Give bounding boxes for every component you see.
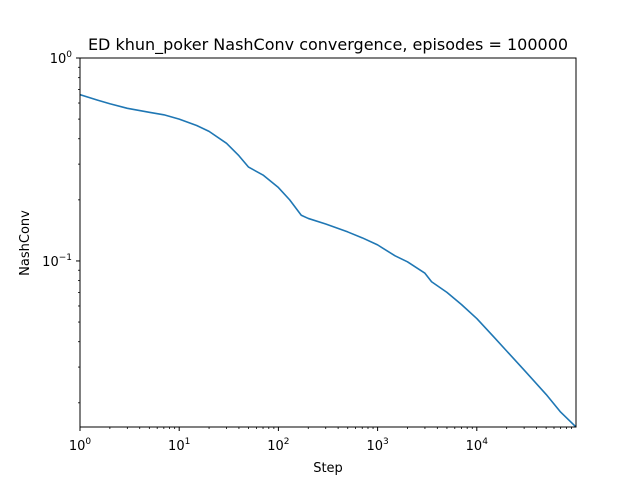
y-axis-label: NashConv bbox=[18, 210, 33, 276]
x-tick-label: 101 bbox=[168, 437, 190, 454]
x-tick-label: 103 bbox=[366, 437, 388, 454]
nashconv-series-line bbox=[80, 93, 576, 427]
x-tick-label: 104 bbox=[466, 437, 489, 454]
chart-title: ED khun_poker NashConv convergence, epis… bbox=[88, 35, 568, 55]
x-axis-ticks: 100 101 102 103 104 bbox=[69, 427, 572, 454]
x-axis-label: Step bbox=[313, 461, 343, 476]
plot-frame bbox=[79, 57, 577, 428]
y-tick-label: 10−1 bbox=[42, 253, 72, 270]
y-tick-label: 100 bbox=[50, 50, 73, 67]
x-tick-label: 102 bbox=[267, 437, 289, 454]
y-axis-ticks: 100 10−1 bbox=[42, 50, 80, 404]
x-tick-label: 100 bbox=[69, 437, 92, 454]
